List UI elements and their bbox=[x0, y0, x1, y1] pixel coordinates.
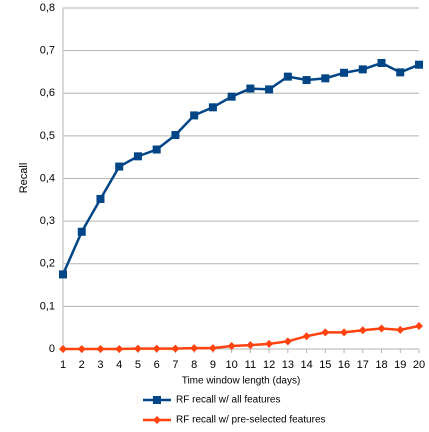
marker bbox=[321, 74, 330, 83]
x-tick-label: 9 bbox=[210, 359, 216, 371]
marker bbox=[59, 345, 67, 353]
marker bbox=[321, 328, 330, 337]
marker bbox=[396, 325, 405, 334]
x-tick-label: 5 bbox=[135, 359, 141, 371]
marker bbox=[246, 84, 255, 93]
x-tick-label: 7 bbox=[172, 359, 178, 371]
marker bbox=[358, 65, 367, 74]
marker bbox=[377, 58, 386, 67]
marker bbox=[208, 103, 217, 112]
x-tick-label: 19 bbox=[394, 359, 406, 371]
x-tick-label: 20 bbox=[413, 359, 425, 371]
marker bbox=[358, 326, 367, 335]
y-tick-label: 0,6 bbox=[40, 87, 55, 99]
y-tick-label: 0,8 bbox=[40, 2, 55, 14]
x-tick-label: 13 bbox=[282, 359, 294, 371]
x-tick-label: 18 bbox=[375, 359, 387, 371]
x-tick-label: 3 bbox=[97, 359, 103, 371]
marker bbox=[59, 270, 67, 279]
x-tick-label: 11 bbox=[245, 359, 256, 371]
marker bbox=[171, 344, 180, 353]
marker bbox=[133, 344, 142, 353]
x-tick-label: 8 bbox=[191, 359, 197, 371]
x-axis-label: Time window length (days) bbox=[182, 376, 301, 387]
marker bbox=[227, 92, 236, 101]
legend-label: RF recall w/ pre-selected features bbox=[176, 415, 326, 426]
marker bbox=[152, 344, 161, 353]
x-tick-label: 16 bbox=[338, 359, 350, 371]
legend-marker bbox=[153, 416, 161, 424]
marker bbox=[133, 152, 142, 161]
x-tick-label: 6 bbox=[154, 359, 160, 371]
y-tick-label: 0 bbox=[49, 343, 55, 355]
marker bbox=[377, 324, 386, 333]
x-tick-label: 2 bbox=[79, 359, 85, 371]
marker bbox=[77, 227, 86, 236]
marker bbox=[265, 85, 274, 94]
marker bbox=[227, 342, 236, 351]
y-tick-label: 0,4 bbox=[40, 172, 55, 184]
y-tick-label: 0,5 bbox=[40, 130, 55, 142]
marker bbox=[283, 337, 292, 346]
marker bbox=[171, 131, 180, 140]
marker bbox=[208, 344, 217, 353]
marker bbox=[246, 341, 255, 350]
marker bbox=[340, 328, 349, 337]
x-tick-label: 14 bbox=[300, 359, 312, 371]
x-tick-label: 1 bbox=[60, 359, 66, 371]
x-tick-label: 12 bbox=[263, 359, 275, 371]
x-tick-label: 4 bbox=[116, 359, 122, 371]
marker bbox=[396, 68, 405, 77]
y-tick-label: 0,2 bbox=[40, 258, 55, 270]
marker bbox=[115, 345, 124, 353]
marker bbox=[96, 345, 105, 353]
marker bbox=[283, 72, 292, 81]
x-tick-label: 10 bbox=[226, 359, 238, 371]
marker bbox=[302, 332, 311, 341]
marker bbox=[415, 60, 423, 69]
marker bbox=[265, 339, 274, 348]
marker bbox=[96, 194, 105, 203]
marker bbox=[302, 76, 311, 85]
marker bbox=[115, 162, 124, 171]
marker bbox=[340, 68, 349, 77]
marker bbox=[152, 145, 161, 154]
marker bbox=[415, 321, 423, 330]
marker bbox=[190, 344, 199, 353]
y-tick-label: 0,7 bbox=[40, 45, 55, 57]
y-axis-label: Recall bbox=[18, 163, 30, 194]
x-tick-label: 17 bbox=[357, 359, 369, 371]
y-tick-label: 0,3 bbox=[40, 215, 55, 227]
legend-marker bbox=[153, 396, 161, 404]
marker bbox=[77, 345, 86, 353]
y-tick-label: 0,1 bbox=[40, 300, 55, 312]
x-tick-label: 15 bbox=[319, 359, 331, 371]
marker bbox=[190, 111, 199, 120]
legend-label: RF recall w/ all features bbox=[176, 395, 280, 406]
